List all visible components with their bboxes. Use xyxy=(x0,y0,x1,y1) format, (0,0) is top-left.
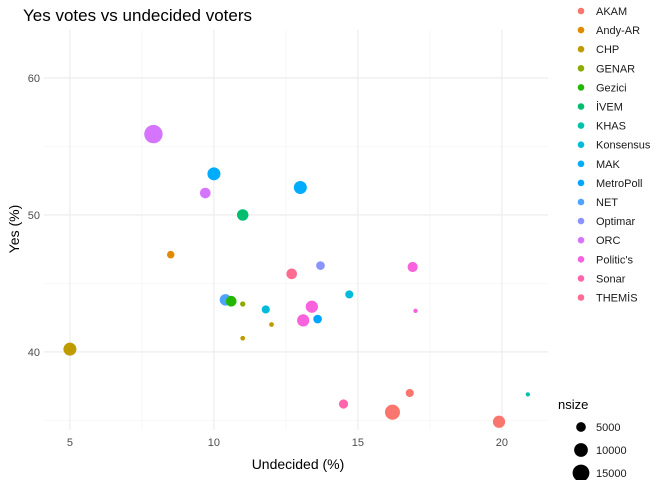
legend-label-khas: KHAS xyxy=(596,121,626,133)
legend-key-sonar xyxy=(577,275,585,282)
size-legend-title: nsize xyxy=(558,397,588,412)
legend-key-gezici xyxy=(577,84,585,91)
legend-key-metropoll xyxy=(577,179,585,187)
x-axis-ticks: 5 10 15 20 xyxy=(67,437,508,449)
data-point-politic-s xyxy=(305,300,318,313)
legend-key-optimar xyxy=(577,217,585,225)
legend-label-akam: AKAM xyxy=(596,6,627,18)
legend-key-i-vem xyxy=(577,103,585,110)
data-point-khas xyxy=(525,392,531,397)
legend-label-net: NET xyxy=(596,197,618,209)
legend-key-politic-s xyxy=(577,255,585,263)
legend-label-mak: MAK xyxy=(596,159,621,171)
y-tick-label: 40 xyxy=(28,347,40,359)
data-point-politic-s xyxy=(297,314,310,327)
legend-key-genar xyxy=(577,65,585,72)
legend-key-themi-s xyxy=(577,294,585,301)
legend-label-konsensus: Konsensus xyxy=(596,140,651,152)
data-point-politic-s xyxy=(413,308,418,313)
data-point-themi-s xyxy=(286,268,297,280)
data-point-optimar xyxy=(316,261,325,270)
legend-key-mak xyxy=(577,160,585,168)
size-legend-key xyxy=(572,464,590,480)
legend-label-sonar: Sonar xyxy=(596,273,626,285)
legend-key-net xyxy=(577,198,585,206)
y-tick-label: 50 xyxy=(28,210,40,222)
legend-label-andy-ar: Andy-AR xyxy=(596,25,640,37)
legend-label-chp: CHP xyxy=(596,44,619,56)
data-point-i-vem xyxy=(236,209,249,221)
data-point-mak xyxy=(207,167,221,181)
data-point-chp xyxy=(63,342,77,356)
legend-label-optimar: Optimar xyxy=(596,216,635,228)
data-point-chp xyxy=(240,335,246,341)
size-legend-label: 10000 xyxy=(596,445,627,457)
data-point-metropoll xyxy=(313,314,322,324)
data-point-chp xyxy=(269,322,274,327)
x-tick-label: 5 xyxy=(67,437,73,449)
data-point-akam xyxy=(384,404,400,420)
data-point-andy-ar xyxy=(166,250,175,259)
size-legend-label: 5000 xyxy=(596,422,620,434)
plot-points xyxy=(63,124,531,428)
x-tick-label: 10 xyxy=(208,437,220,449)
chart-title: Yes votes vs undecided voters xyxy=(23,6,252,25)
data-point-genar xyxy=(240,301,246,307)
x-axis-title: Undecided (%) xyxy=(252,456,345,472)
y-tick-label: 60 xyxy=(28,73,40,85)
data-point-gezici xyxy=(225,295,237,307)
legend-label-politic-s: Politic's xyxy=(596,254,633,266)
legend-key-andy-ar xyxy=(577,26,585,34)
y-axis-ticks: 40 50 60 xyxy=(28,73,40,359)
legend-label-genar: GENAR xyxy=(596,63,635,75)
data-point-akam xyxy=(405,388,414,398)
legend-key-khas xyxy=(577,122,585,129)
legend-label-metropoll: MetroPoll xyxy=(596,178,642,190)
x-tick-label: 20 xyxy=(496,437,508,449)
data-point-orc xyxy=(144,124,163,144)
legend-label-themi-s: THEMİS xyxy=(596,292,638,305)
data-point-sonar xyxy=(338,399,349,409)
x-tick-label: 15 xyxy=(352,437,364,449)
legend-key-orc xyxy=(577,236,585,244)
legend-key-chp xyxy=(577,45,585,53)
size-legend: nsize 5000 10000 15000 xyxy=(558,397,627,480)
data-point-mak xyxy=(293,181,307,195)
legend-label-gezici: Gezici xyxy=(596,82,627,94)
data-point-akam xyxy=(492,415,506,428)
data-point-politic-s xyxy=(407,261,418,273)
data-point-orc xyxy=(199,187,211,199)
size-legend-key xyxy=(576,422,586,432)
size-legend-key xyxy=(574,443,588,457)
legend-label-i-vem: İVEM xyxy=(596,101,623,114)
legend-key-akam xyxy=(577,7,585,15)
legend-key-konsensus xyxy=(577,141,585,148)
data-point-konsensus xyxy=(261,305,270,314)
plot-grid xyxy=(44,30,548,430)
legend-label-orc: ORC xyxy=(596,235,621,247)
color-legend: AKAM Andy-AR CHP GENAR Gezici İVEM KHAS Konsens… xyxy=(577,6,651,305)
data-point-konsensus xyxy=(345,290,354,299)
size-legend-label: 15000 xyxy=(596,468,627,480)
y-axis-title: Yes (%) xyxy=(6,205,22,254)
